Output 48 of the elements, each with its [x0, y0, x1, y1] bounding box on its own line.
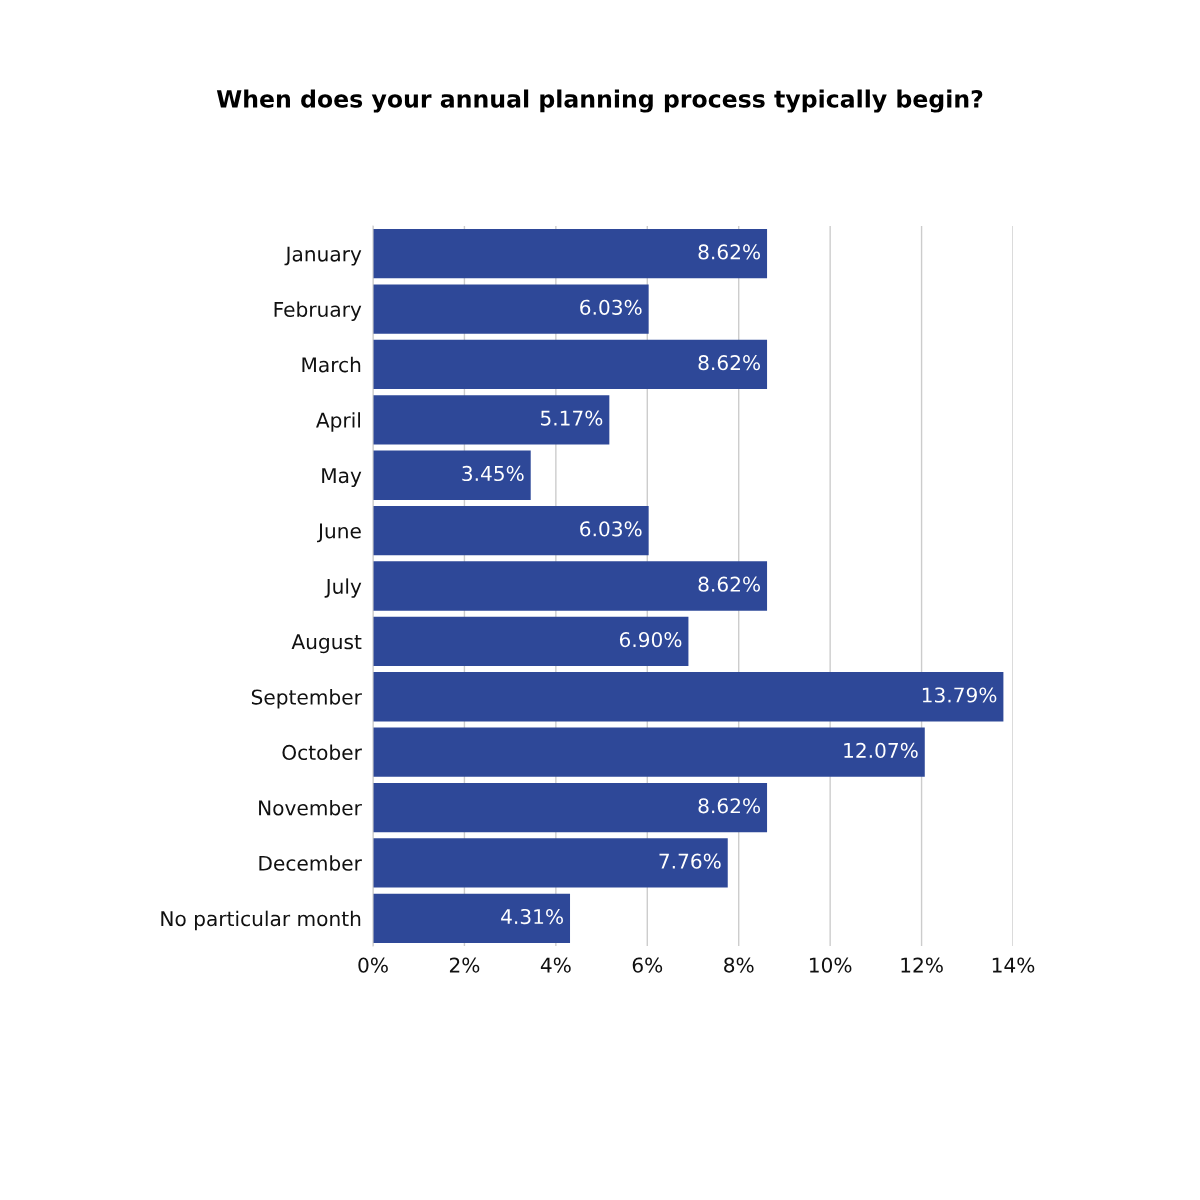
bar — [373, 672, 1004, 722]
bar — [373, 727, 925, 777]
data-label: 6.90% — [619, 631, 682, 648]
bar — [373, 505, 649, 556]
y-tick-label: March — [302, 356, 361, 373]
data-label: 6.03% — [580, 521, 642, 537]
y-tick-label: August — [291, 634, 362, 654]
bar — [373, 284, 649, 334]
data-label: 8.62% — [698, 355, 760, 371]
y-tick-label: June — [316, 523, 361, 543]
data-label: 8.62% — [698, 576, 760, 592]
y-tick-label: September — [251, 689, 362, 709]
x-tick-label: 2% — [449, 957, 480, 973]
y-tick-label: July — [324, 578, 362, 598]
data-label: 8.62% — [698, 244, 760, 260]
y-tick-label: April — [316, 412, 360, 432]
y-tick-label: November — [259, 799, 362, 816]
data-label: 13.79% — [922, 687, 997, 703]
x-tick-label: 6% — [632, 957, 663, 973]
data-label: 7.76% — [659, 853, 721, 869]
y-tick-label: No particular month — [161, 910, 361, 931]
data-label: 8.62% — [698, 798, 760, 814]
y-tick-label: May — [322, 468, 362, 488]
bar — [373, 450, 531, 500]
bar — [373, 838, 728, 888]
x-tick-label: 10% — [809, 957, 852, 973]
x-tick-label: 14% — [992, 957, 1035, 973]
chart-title: When does your annual planning process typically begin? — [216, 89, 983, 113]
y-tick-label: January — [284, 246, 362, 266]
y-tick-label: February — [274, 301, 362, 321]
data-label: 4.31% — [501, 908, 563, 925]
bar — [373, 339, 768, 390]
data-label: 6.03% — [580, 299, 642, 315]
data-label: 3.45% — [462, 465, 524, 482]
x-tick-label: 4% — [540, 957, 571, 973]
bar — [373, 616, 689, 667]
bar — [373, 561, 768, 611]
bar — [373, 782, 768, 833]
bar — [373, 395, 610, 445]
x-tick-label: 12% — [901, 957, 943, 973]
y-tick-label: December — [259, 855, 362, 871]
bar — [373, 893, 571, 943]
x-tick-label: 0% — [358, 957, 388, 973]
x-tick-label: 8% — [724, 957, 754, 973]
data-label: 5.17% — [540, 410, 603, 426]
bar — [373, 229, 768, 279]
data-label: 12.07% — [844, 742, 918, 758]
y-tick-label: October — [282, 744, 362, 761]
